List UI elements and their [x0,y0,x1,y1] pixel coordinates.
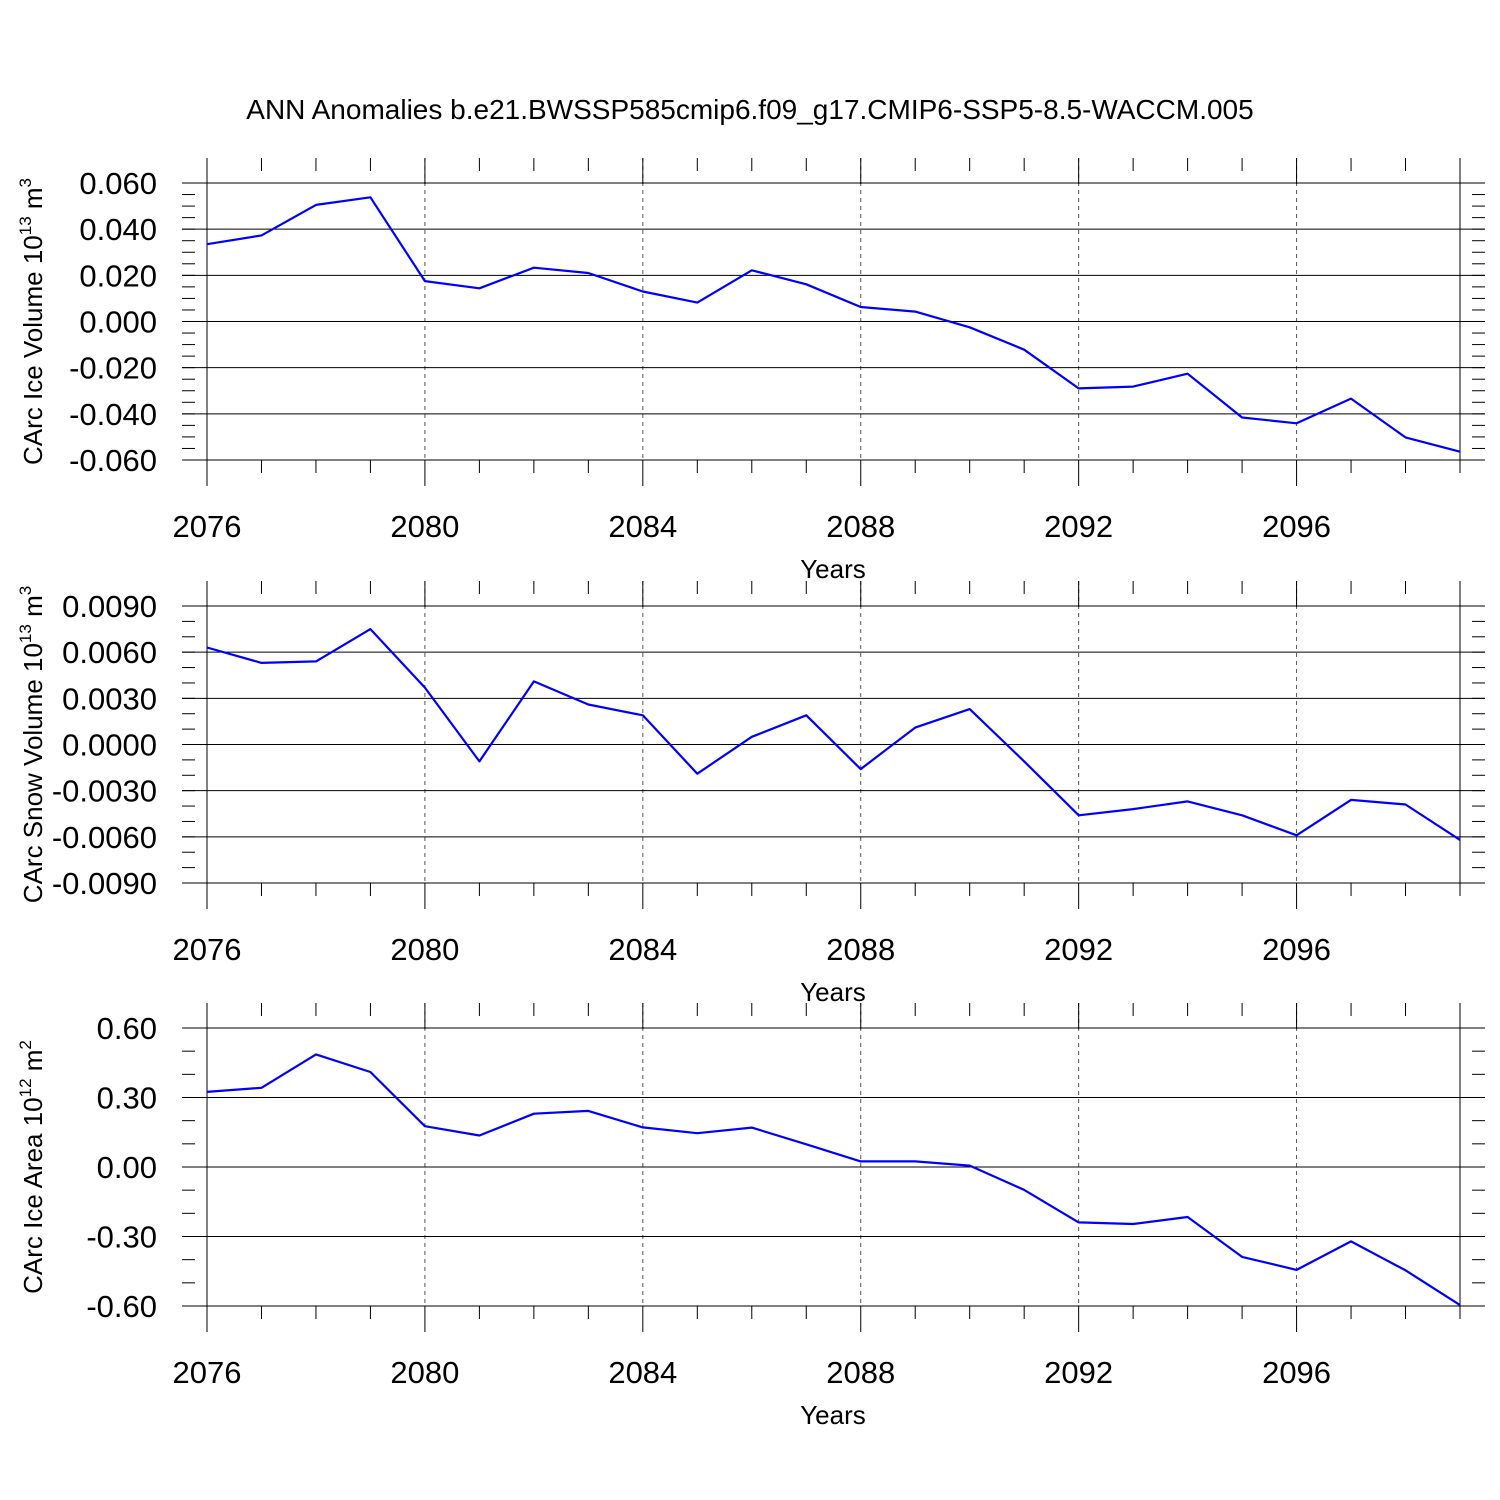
y-tick-label: -0.040 [69,397,157,432]
y-tick-label: 0.0090 [62,589,157,624]
x-tick-label: 2096 [1262,932,1331,967]
x-tick-label: 2096 [1262,509,1331,544]
y-tick-label: 0.0060 [62,635,157,670]
x-tick-label: 2088 [826,1355,895,1390]
x-axis-title: Years [800,554,866,584]
y-tick-label: -0.0060 [52,820,157,855]
panel-1: -0.060 -0.040 -0.020 0.000 0.020 0.040 0.060 20… [16,158,1485,584]
data-series-line [206,1053,1461,1307]
panel-2: -0.0090 -0.0060 -0.0030 0.0000 0.0030 0.0060 0… [16,581,1485,1007]
y-axis-title: CArc Ice Volume 1013 m3 [16,178,48,465]
x-tick-label: 2088 [826,509,895,544]
x-tick-label: 2080 [390,1355,459,1390]
data-series-line [206,196,1461,453]
panels: -0.060 -0.040 -0.020 0.000 0.020 0.040 0.060 20… [16,158,1485,1430]
x-tick-label: 2084 [608,1355,677,1390]
x-tick-label: 2080 [390,509,459,544]
y-tick-label: 0.060 [79,166,157,201]
y-tick-label: 0.30 [97,1081,157,1116]
x-tick-label: 2088 [826,932,895,967]
x-tick-label: 2080 [390,932,459,967]
data-series-line [206,627,1461,841]
y-tick-label: 0.000 [79,305,157,340]
x-axis-title: Years [800,977,866,1007]
y-tick-label: 0.040 [79,212,157,247]
y-tick-label: 0.60 [97,1011,157,1046]
x-tick-label: 2092 [1044,932,1113,967]
x-tick-label: 2076 [173,1355,242,1390]
y-tick-label: -0.020 [69,351,157,386]
y-tick-label: 0.0000 [62,728,157,763]
y-tick-label: 0.0030 [62,681,157,716]
x-tick-label: 2084 [608,932,677,967]
y-tick-label: 0.020 [79,258,157,293]
chart-title: ANN Anomalies b.e21.BWSSP585cmip6.f09_g1… [246,94,1253,125]
y-tick-label: -0.060 [69,443,157,478]
panel-3: -0.60 -0.30 0.00 0.30 0.60 2076 2080 2084 2088 20… [16,1003,1485,1430]
x-axis-title: Years [800,1400,866,1430]
y-tick-label: -0.0090 [52,866,157,901]
y-tick-label: -0.0030 [52,774,157,809]
y-tick-label: -0.30 [86,1220,157,1255]
x-tick-label: 2092 [1044,1355,1113,1390]
y-axis-title: CArc Ice Area 1012 m2 [16,1040,48,1294]
x-tick-label: 2076 [173,932,242,967]
y-tick-label: 0.00 [97,1150,157,1185]
y-tick-label: -0.60 [86,1289,157,1324]
y-axis-title: CArc Snow Volume 1013 m3 [16,586,48,903]
x-tick-label: 2076 [173,509,242,544]
x-tick-label: 2084 [608,509,677,544]
x-tick-label: 2092 [1044,509,1113,544]
x-tick-label: 2096 [1262,1355,1331,1390]
